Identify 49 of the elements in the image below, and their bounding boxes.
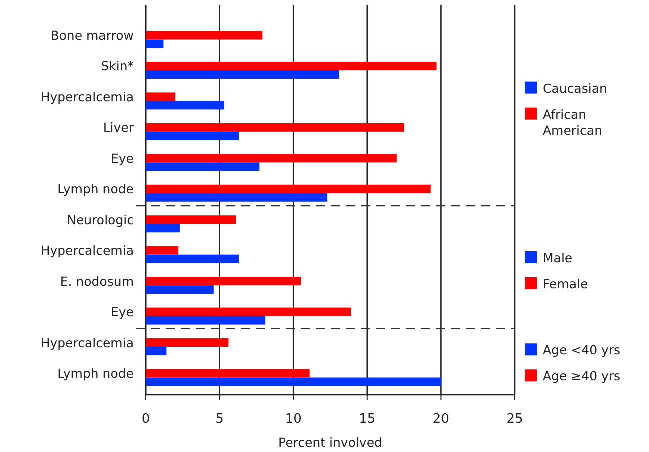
- y-tick-label: Eye: [111, 304, 134, 320]
- bar: [146, 132, 239, 140]
- bar: [146, 184, 431, 194]
- bar: [146, 70, 340, 79]
- bar: [146, 62, 437, 70]
- bar: [146, 101, 224, 110]
- bar: [146, 286, 214, 294]
- bar: [146, 224, 180, 233]
- bar: [146, 277, 301, 286]
- y-tick-label: Liver: [103, 120, 135, 136]
- x-tick-label: 5: [216, 412, 224, 427]
- y-tick-label: Bone marrow: [50, 28, 134, 43]
- y-tick-label: Skin*: [101, 58, 134, 74]
- bar: [146, 193, 328, 202]
- x-tick-label: 15: [359, 412, 376, 427]
- bar: [146, 40, 164, 48]
- y-tick-label: Lymph node: [58, 366, 134, 381]
- y-tick-label: Hypercalcemia: [40, 243, 134, 258]
- y-tick-label: Eye: [111, 150, 134, 166]
- x-tick-label: 20: [432, 412, 450, 427]
- legend-label: Female: [543, 276, 589, 292]
- y-tick-label: Hypercalcemia: [40, 89, 134, 104]
- y-tick-label: Hypercalcemia: [40, 335, 134, 350]
- bar: [146, 369, 310, 378]
- bar: [146, 254, 239, 264]
- bar: [146, 31, 263, 40]
- bar: [146, 162, 260, 172]
- bar: [146, 378, 442, 386]
- bar: [146, 308, 352, 316]
- y-tick-label: Neurologic: [67, 212, 134, 228]
- legend-label: Caucasian: [543, 80, 608, 96]
- y-tick-label: Lymph node: [58, 182, 134, 197]
- bar: [146, 347, 167, 356]
- bar: [146, 154, 397, 163]
- x-tick-label: 10: [285, 412, 302, 427]
- legend-label: Age <40 yrs: [543, 342, 621, 358]
- legend-label: African American: [543, 106, 602, 138]
- legend-label: Age ≥40 yrs: [543, 368, 621, 384]
- bar: [146, 246, 178, 255]
- bar: [146, 216, 236, 224]
- bar: [146, 92, 176, 102]
- x-axis-title: Percent involved: [278, 435, 382, 450]
- bar: [146, 316, 266, 325]
- bar: [146, 123, 404, 132]
- x-tick-label: 25: [506, 412, 524, 427]
- bar: [146, 338, 229, 348]
- x-tick-label: 0: [142, 412, 150, 427]
- y-tick-label: E. nodosum: [60, 274, 134, 289]
- legend-label: Male: [543, 250, 573, 266]
